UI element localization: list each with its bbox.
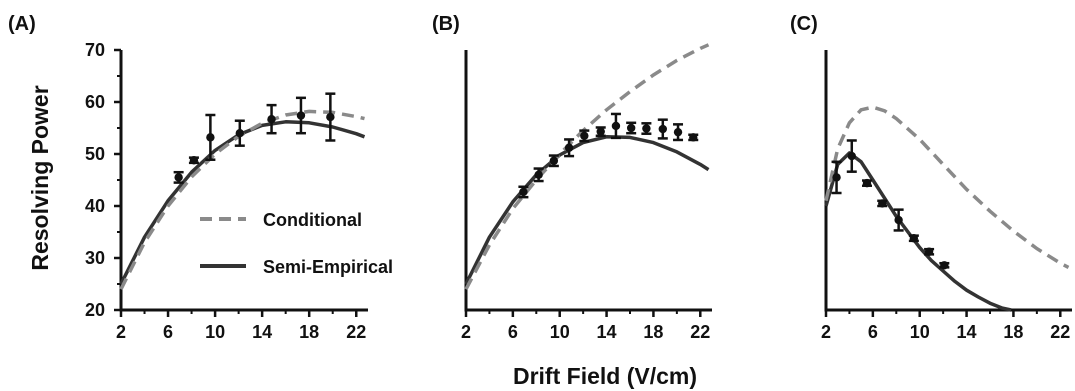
panel-1-x-tick-label: 18 [299, 322, 319, 342]
panel-1-x-tick-label: 6 [163, 322, 173, 342]
panel-3-data-point [847, 151, 856, 161]
panel-3-data-point [878, 199, 887, 208]
panel-1-data-point [174, 173, 183, 182]
panel-1-data-point [189, 156, 199, 165]
panel-2-data-point [642, 124, 651, 133]
panel-1-data-point [296, 111, 306, 120]
panel-2-data-point [580, 131, 589, 140]
panel-3-data-point [894, 215, 903, 225]
panel-2-data-point [596, 127, 605, 136]
panel-3-x-tick-label: 6 [868, 322, 878, 342]
panel-1-y-tick-label: 50 [85, 144, 105, 164]
legend-label-semi_empirical: Semi-Empirical [263, 257, 393, 277]
y-axis-title: Resolving Power [27, 85, 53, 270]
panel-3-x-tick-label: 10 [910, 322, 930, 342]
panel-2-data-point [611, 121, 621, 131]
panel-2-data-point [534, 170, 543, 179]
panel-3-x-tick-label: 2 [821, 322, 831, 342]
panel-1-x-tick-label: 14 [252, 322, 272, 342]
panel-2-semi-empirical-line [464, 135, 710, 285]
panel-3-data-point [909, 234, 919, 243]
panel-2-data-point [549, 156, 559, 165]
panel-3-data-point [832, 173, 841, 182]
panel-1-x-tick-label: 22 [346, 322, 366, 342]
panel-1-y-tick-label: 20 [85, 300, 105, 320]
panel-2-data-point [519, 187, 528, 197]
panel-3-label: (C) [790, 13, 818, 35]
panel-3-data-point [924, 247, 934, 256]
panel-3-data-point [862, 178, 872, 188]
panel-2-x-tick-label: 2 [461, 322, 471, 342]
panel-1-data-point [206, 133, 215, 142]
panel-2-x-tick-label: 6 [508, 322, 518, 342]
panel-2-data-point [658, 124, 667, 134]
panel-2-x-tick-label: 18 [643, 322, 663, 342]
panel-1-y-tick-label: 70 [85, 40, 105, 60]
panel-3-data-point [940, 261, 949, 270]
legend-label-conditional: Conditional [263, 210, 362, 230]
panel-2-conditional-line [464, 43, 710, 291]
x-axis-title: Drift Field (V/cm) [513, 363, 697, 389]
panel-1-y-tick-label: 40 [85, 196, 105, 216]
panel-1-y-tick-label: 60 [85, 92, 105, 112]
panel-3-semi-empirical-line [824, 151, 1012, 312]
panel-2-data-point [564, 143, 574, 152]
panel-2-data-point [626, 123, 636, 133]
panel-1-x-tick-label: 2 [116, 322, 126, 342]
panel-3-x-tick-label: 22 [1050, 322, 1070, 342]
panel-1-x-tick-label: 10 [205, 322, 225, 342]
panel-1-data-point [326, 112, 335, 122]
panel-2-x-tick-label: 22 [690, 322, 710, 342]
panel-1-semi-empirical-line [119, 120, 366, 285]
panel-2-label: (B) [432, 13, 460, 35]
panel-1-data-point [267, 114, 276, 124]
panel-2-x-tick-label: 14 [597, 322, 617, 342]
panel-3-x-tick-label: 14 [957, 322, 977, 342]
panel-1-label: (A) [8, 13, 36, 35]
panel-2-data-point [689, 133, 698, 142]
panel-2-x-tick-label: 10 [550, 322, 570, 342]
panel-1-y-tick-label: 30 [85, 248, 105, 268]
panel-1-data-point [235, 129, 244, 138]
panel-2-data-point [673, 127, 683, 137]
panel-3-conditional-line [824, 105, 1070, 269]
panel-3-x-tick-label: 18 [1003, 322, 1023, 342]
